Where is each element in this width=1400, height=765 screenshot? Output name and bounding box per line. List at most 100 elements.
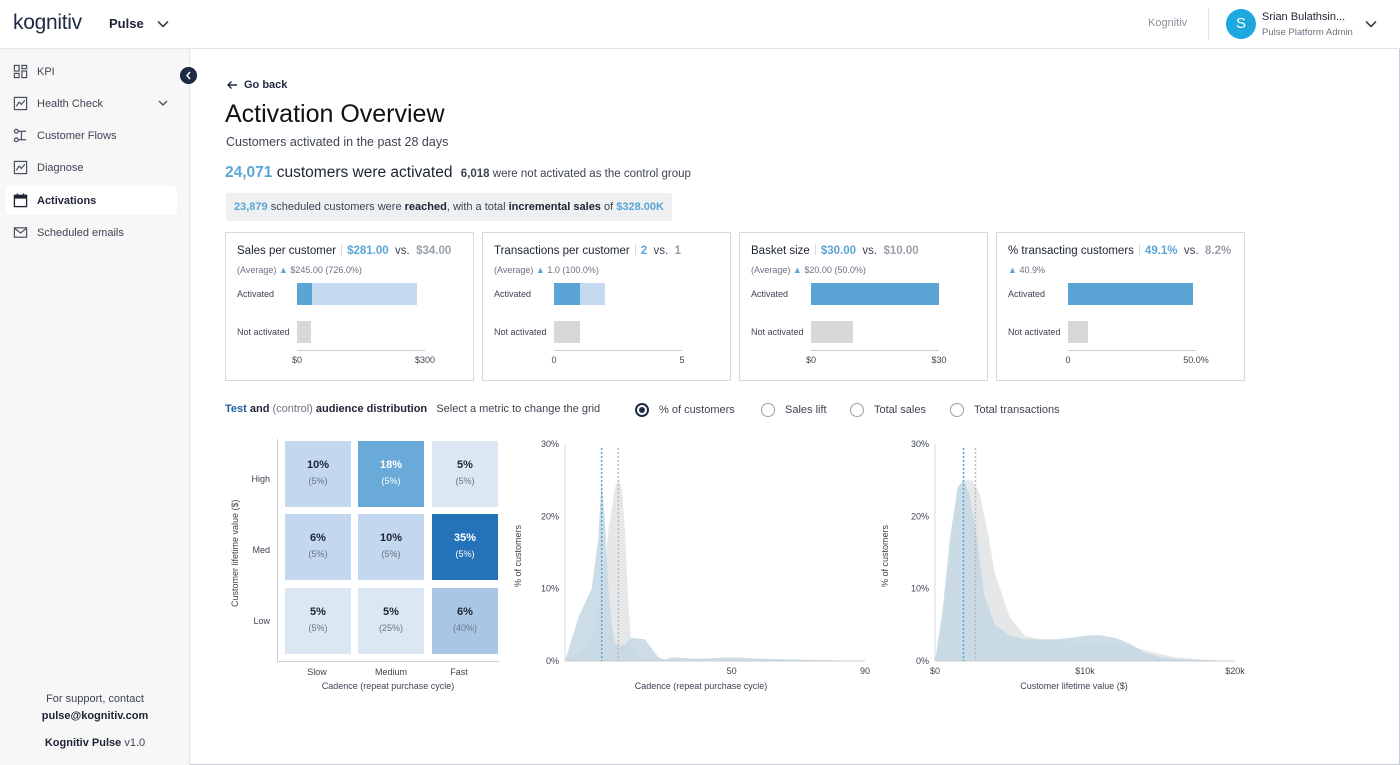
y-tick-label: 0% [546, 656, 559, 666]
activated-bar [297, 283, 417, 305]
cadence-density-chart: 0% 10% 20% 30% 50 90 [541, 439, 870, 676]
cell-control-percent: (5%) [308, 476, 328, 486]
grid-cell[interactable]: 5% (25%) [358, 588, 424, 654]
cell-percent: 10% [379, 532, 403, 544]
not-activated-bar [811, 321, 853, 343]
card-title: Sales per customer $281.00 vs. $34.00 [237, 244, 452, 257]
activated-count: 24,071 [225, 164, 273, 181]
y-tick-label: 30% [541, 439, 559, 449]
x-tick-label: $0 [930, 666, 940, 676]
grid-cell[interactable]: 6% (5%) [285, 514, 351, 580]
version-info: Kognitiv Pulse v1.0 [44, 737, 146, 749]
grid-cell[interactable]: 18% (5%) [358, 441, 424, 507]
sidebar-item-kpi[interactable]: KPI [6, 57, 177, 86]
chevron-down-icon[interactable] [156, 17, 170, 31]
x-tick-label: $10k [1075, 666, 1095, 676]
cell-control-percent: (5%) [308, 549, 328, 559]
product-switcher[interactable]: Pulse [109, 16, 144, 31]
radio-total-transactions[interactable]: Total transactions [950, 403, 1060, 417]
not-activated-label: Not activated [751, 327, 804, 337]
activated-text: customers were activated [276, 164, 453, 181]
radio-sales-lift[interactable]: Sales lift [761, 403, 827, 417]
collapse-sidebar-button[interactable] [180, 67, 197, 84]
logo[interactable]: kognitiv [13, 11, 82, 34]
grid-col-label: Medium [374, 667, 408, 677]
sidebar-item-label: Activations [37, 194, 97, 207]
support-email-link[interactable]: pulse@kognitiv.com [41, 710, 149, 722]
go-back-link[interactable]: Go back [226, 79, 287, 91]
not-activated-label: Not activated [1008, 327, 1061, 337]
sidebar-item-label: Scheduled emails [37, 226, 124, 239]
activated-bar-core [297, 283, 312, 305]
card-delta: ▲ 40.9% [1008, 265, 1045, 275]
grid-cell[interactable]: 35% (5%) [432, 514, 498, 580]
card-title: Transactions per customer 2 vs. 1 [494, 244, 682, 257]
clv-density-chart: 0% 10% 20% 30% $0 $10k $20k [911, 439, 1245, 676]
activated-bar-core [811, 283, 939, 305]
radio-selected-icon [635, 403, 649, 417]
sidebar-item-customer-flows[interactable]: Customer Flows [6, 121, 177, 150]
org-name[interactable]: Kognitiv [1148, 17, 1188, 29]
grid-x-axis [277, 661, 499, 662]
cell-control-percent: (40%) [452, 623, 477, 633]
grid-cell[interactable]: 5% (5%) [285, 588, 351, 654]
axis-tick-label: 50.0% [1183, 355, 1209, 365]
sidebar-item-activations[interactable]: Activations [6, 186, 177, 215]
x-tick-label: 90 [860, 666, 870, 676]
grid-col-label: Slow [307, 667, 327, 677]
radio-total-sales[interactable]: Total sales [850, 403, 926, 417]
not-activated-bar [1068, 321, 1088, 343]
card-delta: (Average) ▲ $245.00 (726.0%) [237, 265, 362, 275]
x-tick-label: 50 [727, 666, 737, 676]
chevron-down-icon[interactable] [157, 97, 169, 109]
cell-percent: 10% [306, 459, 330, 471]
axis-tick-label: 0 [1065, 355, 1071, 365]
grid-cell[interactable]: 10% (5%) [285, 441, 351, 507]
avatar[interactable]: S [1226, 9, 1256, 39]
series-area-test [565, 480, 865, 661]
grid-y-axis-label: Customer lifetime value ($) [230, 499, 240, 607]
sidebar-item-label: Health Check [37, 97, 104, 110]
activated-label: Activated [494, 289, 532, 299]
sidebar-item-label: Diagnose [37, 161, 84, 174]
activated-bar-core [554, 283, 580, 305]
kpi-card: Basket size $30.00 vs. $10.00 (Average) ▲ … [739, 232, 988, 381]
axis-tick-label: $30 [931, 355, 947, 365]
grid-cell[interactable]: 10% (5%) [358, 514, 424, 580]
arrow-up-icon: ▲ [792, 265, 802, 275]
sidebar: KPI Health Check Customer Flows Diagnose… [0, 49, 190, 765]
chart-x-axis-label: Cadence (repeat purchase cycle) [634, 681, 768, 691]
card-title: Basket size $30.00 vs. $10.00 [751, 244, 919, 257]
grid-cell[interactable]: 6% (40%) [432, 588, 498, 654]
sidebar-item-diagnose[interactable]: Diagnose [6, 153, 177, 182]
kpi-card: Sales per customer $281.00 vs. $34.00 (Ave… [225, 232, 474, 381]
grid-row-label: Med [252, 545, 270, 555]
mail-icon [13, 227, 28, 238]
arrow-up-icon: ▲ [1008, 265, 1017, 275]
cell-control-percent: (5%) [381, 476, 401, 486]
radio-percent-customers[interactable]: % of customers [635, 403, 735, 417]
chevron-down-icon[interactable] [1364, 17, 1378, 31]
not-activated-label: Not activated [237, 327, 290, 337]
grid-cell[interactable]: 5% (5%) [432, 441, 498, 507]
activated-bar-core [1068, 283, 1193, 305]
sidebar-item-health-check[interactable]: Health Check [6, 89, 177, 118]
axis-tick-label: 0 [551, 355, 557, 365]
flow-icon [13, 128, 27, 143]
cell-control-percent: (5%) [455, 549, 475, 559]
grid-col-label: Fast [450, 667, 468, 677]
y-tick-label: 20% [911, 511, 929, 521]
cell-percent: 5% [457, 459, 473, 471]
user-name[interactable]: Srian Bulathsin... [1262, 11, 1346, 23]
cell-percent: 5% [310, 606, 326, 618]
sidebar-item-scheduled-emails[interactable]: Scheduled emails [6, 218, 177, 247]
card-axis [1068, 350, 1196, 351]
cell-percent: 5% [383, 606, 399, 618]
series-area-test [935, 480, 1235, 661]
axis-tick-label: $300 [414, 355, 436, 365]
activated-label: Activated [237, 289, 275, 299]
not-activated-label: Not activated [494, 327, 547, 337]
radio-icon [761, 403, 775, 417]
grid-x-axis-label: Cadence (repeat purchase cycle) [321, 681, 455, 691]
card-title: % transacting customers 49.1% vs. 8.2% [1008, 244, 1232, 257]
